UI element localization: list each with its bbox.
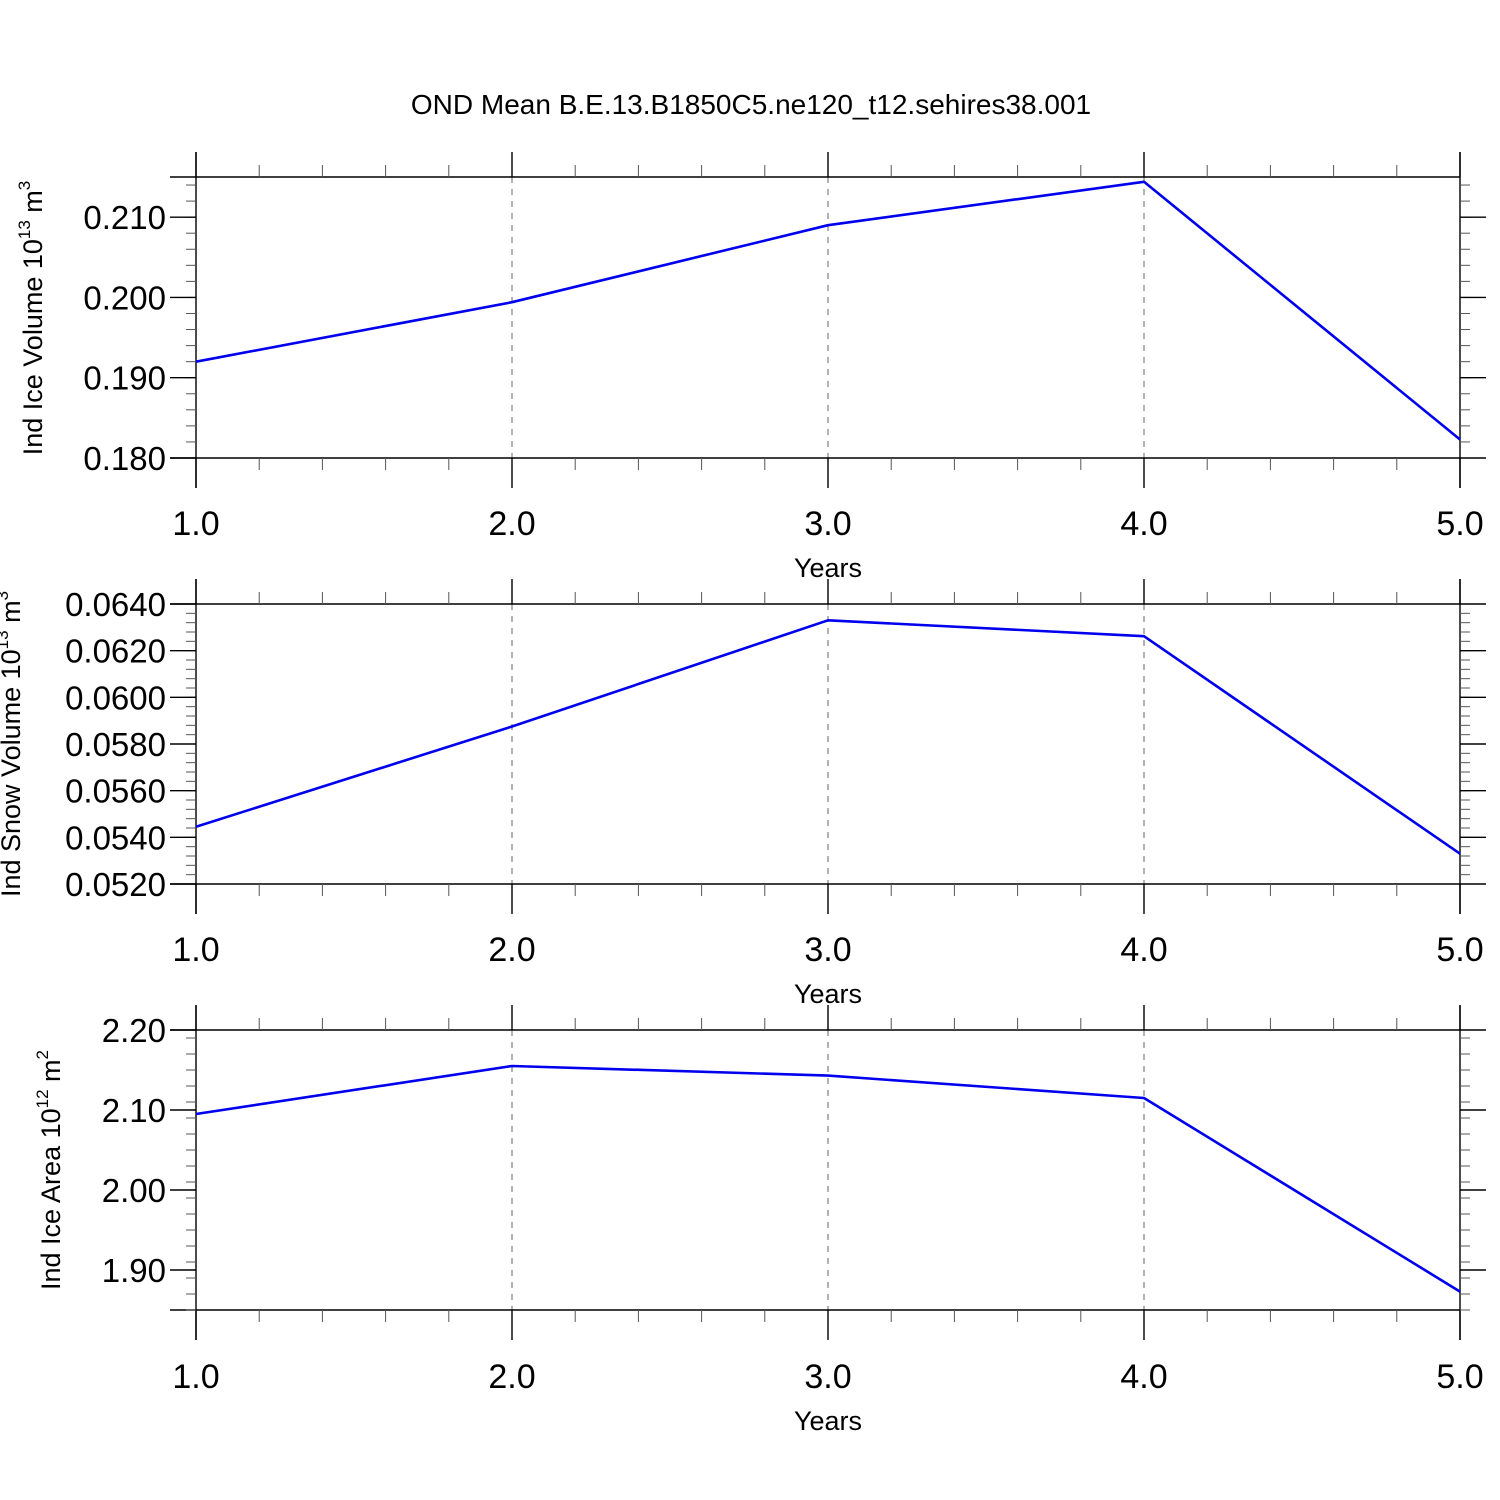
y-axis-label-part: m [0,600,26,630]
x-axis-label: Years [794,1406,862,1436]
y-axis-label-part: 12 [33,1089,52,1108]
x-tick-label: 4.0 [1120,1358,1167,1396]
x-tick-label: 3.0 [804,1358,851,1396]
x-tick-label: 1.0 [172,505,219,543]
x-tick-label: 2.0 [488,505,535,543]
y-tick-label: 0.0640 [65,586,166,623]
x-tick-label: 1.0 [172,931,219,969]
x-tick-label: 4.0 [1120,931,1167,969]
y-tick-label: 0.190 [83,360,166,397]
x-tick-label: 5.0 [1436,505,1483,543]
y-tick-label: 0.0540 [65,819,166,856]
y-tick-label: 0.0520 [65,866,166,903]
x-tick-label: 2.0 [488,931,535,969]
figure-title: OND Mean B.E.13.B1850C5.ne120_t12.sehire… [411,89,1091,120]
y-tick-label: 2.20 [102,1012,166,1049]
y-axis-label-part: m [18,190,48,220]
y-axis-label-part: Ind Ice Area 10 [36,1108,66,1290]
panel-3: 1.90 2.00 2.10 2.20 1.0 2.0 3.0 4.0 5.0 Years Ind … [33,1005,1486,1436]
x-tick-label: 2.0 [488,1358,535,1396]
panel-2: 0.0520 0.0540 0.0560 0.0580 0.0600 0.0620 0.06… [0,579,1486,1009]
y-axis-label: Ind Snow Volume 1013 m3 [0,591,26,897]
y-tick-label: 0.210 [83,199,166,236]
x-tick-label: 5.0 [1436,1358,1483,1396]
x-tick-label: 3.0 [804,505,851,543]
y-tick-label: 0.200 [83,279,166,316]
x-tick-label: 4.0 [1120,505,1167,543]
panel-1: 0.180 0.190 0.200 0.210 1.0 2.0 3.0 4.0 5.0 Years… [15,152,1486,583]
y-axis-label-part: 13 [15,220,34,239]
x-tick-label: 1.0 [172,1358,219,1396]
y-axis-label-part: Ind Snow Volume 10 [0,649,26,897]
y-tick-label: 0.0560 [65,773,166,810]
y-tick-label: 2.00 [102,1172,166,1209]
x-tick-label: 3.0 [804,931,851,969]
y-axis-label-part: Ind Ice Volume 10 [18,239,48,455]
y-tick-label: 0.180 [83,440,166,477]
y-axis-label-part: 13 [0,630,12,649]
y-axis-label-part: m [36,1059,66,1089]
y-axis-label-part: 3 [15,181,34,190]
panels-group: 0.180 0.190 0.200 0.210 1.0 2.0 3.0 4.0 5.0 Years… [0,152,1486,1436]
y-tick-label: 0.0620 [65,633,166,670]
y-axis-label-part: 3 [0,591,12,600]
y-axis-label: Ind Ice Area 1012 m2 [33,1050,66,1290]
y-tick-label: 0.0600 [65,679,166,716]
y-tick-label: 0.0580 [65,726,166,763]
x-axis-label: Years [794,553,862,583]
y-axis-label: Ind Ice Volume 1013 m3 [15,181,48,456]
x-axis-label: Years [794,979,862,1009]
y-axis-label-part: 2 [33,1050,52,1059]
x-tick-label: 5.0 [1436,931,1483,969]
y-tick-label: 1.90 [102,1252,166,1289]
y-tick-label: 2.10 [102,1092,166,1129]
